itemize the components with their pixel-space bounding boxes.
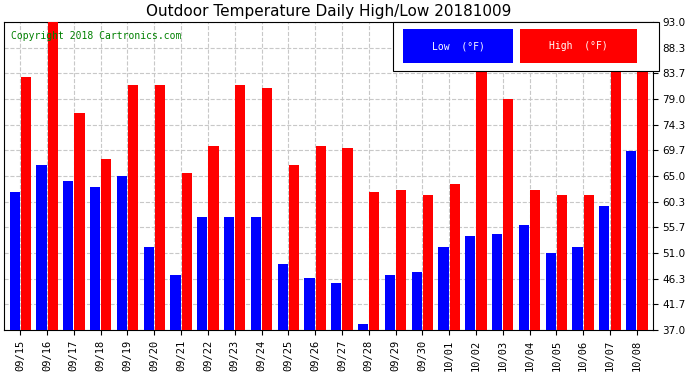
Bar bbox=[181, 173, 192, 375]
Bar bbox=[385, 275, 395, 375]
Bar bbox=[75, 112, 85, 375]
Bar bbox=[224, 217, 234, 375]
Bar bbox=[101, 159, 111, 375]
Bar bbox=[48, 22, 58, 375]
Bar bbox=[626, 151, 636, 375]
Bar bbox=[584, 195, 594, 375]
Bar bbox=[277, 264, 288, 375]
Bar bbox=[599, 206, 609, 375]
Bar bbox=[492, 234, 502, 375]
Bar bbox=[155, 85, 165, 375]
Bar bbox=[144, 248, 154, 375]
Bar bbox=[611, 71, 621, 375]
Text: Copyright 2018 Cartronics.com: Copyright 2018 Cartronics.com bbox=[10, 31, 181, 41]
Bar bbox=[557, 195, 567, 375]
Bar bbox=[423, 195, 433, 375]
Bar bbox=[304, 278, 315, 375]
Bar bbox=[315, 146, 326, 375]
FancyBboxPatch shape bbox=[403, 29, 513, 63]
Text: High  (°F): High (°F) bbox=[549, 41, 608, 51]
Bar bbox=[10, 192, 20, 375]
Text: Low  (°F): Low (°F) bbox=[432, 41, 484, 51]
Bar bbox=[438, 248, 449, 375]
Bar bbox=[289, 165, 299, 375]
Bar bbox=[197, 217, 208, 375]
Bar bbox=[638, 57, 647, 375]
Bar bbox=[412, 272, 422, 375]
Bar bbox=[546, 253, 556, 375]
Bar bbox=[63, 181, 73, 375]
Bar bbox=[117, 176, 127, 375]
Bar bbox=[519, 225, 529, 375]
Bar bbox=[530, 189, 540, 375]
Bar bbox=[396, 189, 406, 375]
Bar bbox=[477, 60, 486, 375]
Bar bbox=[250, 217, 261, 375]
Bar bbox=[503, 99, 513, 375]
Bar bbox=[262, 88, 273, 375]
Bar bbox=[208, 146, 219, 375]
Bar bbox=[170, 275, 181, 375]
FancyBboxPatch shape bbox=[393, 22, 660, 71]
Bar bbox=[358, 324, 368, 375]
Bar bbox=[450, 184, 460, 375]
Bar bbox=[37, 165, 46, 375]
Bar bbox=[369, 192, 380, 375]
Bar bbox=[573, 248, 582, 375]
Bar bbox=[90, 187, 100, 375]
Bar bbox=[21, 77, 31, 375]
Bar bbox=[342, 148, 353, 375]
Bar bbox=[128, 85, 138, 375]
FancyBboxPatch shape bbox=[520, 29, 637, 63]
Bar bbox=[235, 85, 246, 375]
Bar bbox=[331, 283, 342, 375]
Title: Outdoor Temperature Daily High/Low 20181009: Outdoor Temperature Daily High/Low 20181… bbox=[146, 4, 511, 19]
Bar bbox=[465, 236, 475, 375]
